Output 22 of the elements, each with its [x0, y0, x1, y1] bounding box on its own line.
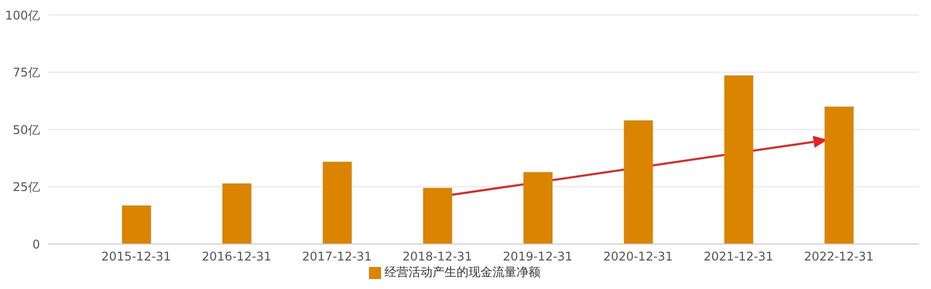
x-tick-label: 2019-12-31 — [502, 250, 573, 264]
y-tick-label: 50亿 — [12, 122, 40, 137]
x-tick-label: 2021-12-31 — [704, 250, 774, 264]
x-tick-label: 2018-12-31 — [402, 250, 472, 264]
x-tick-label: 2017-12-31 — [302, 250, 372, 264]
y-tick-label: 100亿 — [5, 8, 40, 22]
y-tick-label: 0 — [32, 237, 40, 252]
x-tick-label: 2015-12-31 — [101, 250, 172, 264]
x-tick-label: 2022-12-31 — [804, 250, 874, 264]
bar — [724, 75, 754, 244]
bar — [524, 172, 552, 244]
bar — [122, 206, 151, 244]
y-tick-label: 25亿 — [12, 180, 40, 194]
y-tick-label: 75亿 — [12, 66, 40, 80]
bar — [824, 106, 854, 244]
x-tick-label: 2016-12-31 — [202, 250, 272, 264]
bar — [624, 120, 653, 244]
legend-label: 经营活动产生的现金流量净额 — [384, 265, 540, 279]
bar — [423, 188, 452, 244]
bar — [322, 162, 352, 244]
bar — [222, 184, 252, 244]
x-tick-label: 2020-12-31 — [603, 250, 673, 264]
